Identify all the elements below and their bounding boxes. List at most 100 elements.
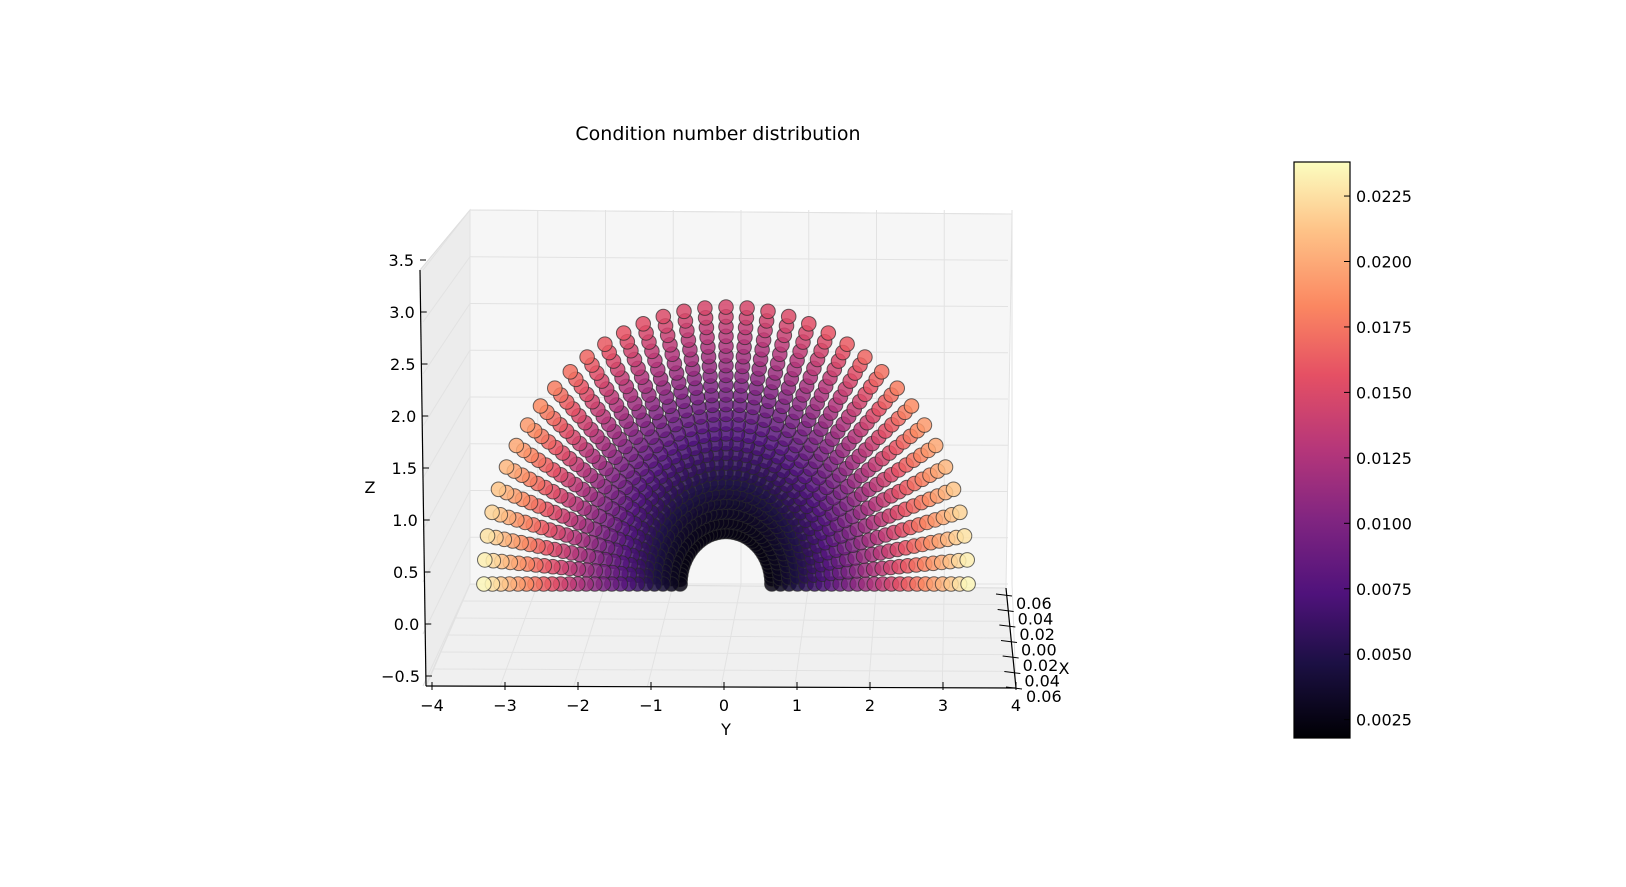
z-tick-label: 3.0 (389, 303, 414, 322)
x-tick-mark (1000, 640, 1018, 643)
grid-line (469, 303, 1009, 307)
data-point (945, 481, 962, 498)
y-tick-label: 4 (1011, 696, 1021, 715)
grid-line (794, 583, 810, 688)
data-point (547, 380, 563, 397)
data-point (597, 336, 613, 353)
x-tick-mark (1002, 655, 1019, 659)
x-tick-mark (999, 624, 1016, 628)
colorbar-tick-label: 0.0025 (1356, 711, 1412, 730)
y-tick-label: 2 (865, 696, 875, 715)
z-tick-label: 0.5 (393, 563, 418, 582)
data-point (903, 398, 920, 414)
grid-line (462, 600, 1008, 606)
x-tick-label: 0.06 (1026, 687, 1062, 706)
z-axis-ticks: −0.5 0.0 0.5 1.0 1.5 2.0 2.5 3.0 3.5 (381, 251, 432, 686)
y-axis-line (425, 685, 1017, 689)
data-point (889, 380, 906, 397)
x-tick-label: 0.02 (1019, 625, 1055, 644)
data-point (562, 364, 579, 380)
chart-title: Condition number distribution (575, 123, 860, 145)
grid-line (422, 349, 471, 427)
axis-lines (419, 269, 1017, 689)
x-tick-label: 0.02 (1023, 656, 1059, 675)
z-axis-line (419, 269, 427, 687)
grid-line (433, 668, 1015, 672)
x-tick-mark (1004, 671, 1021, 674)
data-point (676, 303, 692, 320)
grid-line (455, 617, 1010, 622)
data-point (820, 325, 837, 341)
y-tick-label: 0 (719, 696, 729, 715)
x-tick-label: 0.06 (1016, 594, 1052, 613)
y-tick-label: 3 (938, 696, 948, 715)
colorbar-tick-label: 0.0125 (1356, 449, 1412, 468)
grid-line (422, 490, 471, 583)
grid-line (447, 634, 1012, 639)
data-point (508, 437, 525, 454)
data-point (579, 349, 595, 365)
z-tick-label: 1.5 (392, 459, 417, 478)
z-tick-label: 2.0 (391, 407, 416, 426)
data-point (635, 316, 652, 332)
x-axis-ticks: 0.060.040.020.000.020.040.06 (995, 593, 1062, 706)
colorbar-tick-label: 0.0075 (1356, 580, 1412, 599)
data-point (490, 481, 507, 498)
x-tick-mark (995, 593, 1013, 597)
colorbar-tick-label: 0.0100 (1356, 514, 1412, 533)
data-point (927, 437, 944, 454)
data-point (956, 528, 973, 544)
y-tick-label: 1 (792, 696, 802, 715)
data-point (839, 336, 855, 353)
data-point (479, 528, 496, 544)
data-point (780, 308, 797, 325)
grid-line (422, 396, 471, 479)
data-point (916, 417, 933, 433)
colorbar-tick-label: 0.0050 (1356, 645, 1412, 664)
data-point (615, 325, 632, 341)
data-point (873, 364, 890, 380)
grid-line (422, 537, 471, 635)
data-point (484, 504, 500, 521)
data-point (952, 504, 968, 521)
data-point (519, 417, 536, 433)
data-point (760, 303, 776, 320)
data-point (697, 300, 713, 316)
data-point (718, 299, 734, 315)
data-point (959, 552, 976, 568)
colorbar-tick-label: 0.0175 (1356, 318, 1412, 337)
data-point (739, 300, 755, 316)
grid-line (422, 303, 471, 375)
z-tick-label: 2.5 (390, 355, 415, 374)
data-point (477, 552, 493, 568)
z-tick-label: −0.5 (381, 667, 420, 686)
data-point (532, 398, 549, 414)
colorbar-ticks: 0.0025 0.0050 0.0075 0.0100 0.0125 0.0150 0.01… (1344, 187, 1412, 730)
scatter-points (476, 299, 976, 592)
data-point (960, 576, 976, 592)
colorbar-tick-label: 0.0150 (1356, 383, 1412, 402)
x-tick-label: 0.04 (1024, 672, 1060, 691)
z-tick-label: 1.0 (392, 511, 417, 530)
y-tick-label: −3 (493, 696, 517, 715)
colorbar: 0.0025 0.0050 0.0075 0.0100 0.0125 0.0150 0.01… (1293, 161, 1412, 739)
y-tick-label: −1 (639, 696, 663, 715)
colorbar-tick-label: 0.0225 (1356, 187, 1412, 206)
x-tick-mark (997, 609, 1014, 612)
data-point (655, 308, 672, 325)
data-point (857, 349, 873, 365)
data-point (498, 459, 515, 475)
x-tick-mark (1005, 686, 1023, 690)
x-tick-label: 0.04 (1018, 610, 1054, 629)
y-axis-ticks: −4 −3 −2 −1 0 1 2 3 4 (420, 682, 1021, 715)
x-tick-label: 0.00 (1021, 641, 1057, 660)
x-axis-label: X (1059, 659, 1070, 678)
colorbar-gradient (1293, 161, 1351, 739)
y-tick-label: −2 (566, 696, 590, 715)
z-axis-label: Z (365, 478, 376, 497)
grid-line (422, 443, 471, 531)
y-tick-label: −4 (420, 696, 444, 715)
grid-line (941, 583, 945, 688)
grid-line (1011, 583, 1017, 688)
